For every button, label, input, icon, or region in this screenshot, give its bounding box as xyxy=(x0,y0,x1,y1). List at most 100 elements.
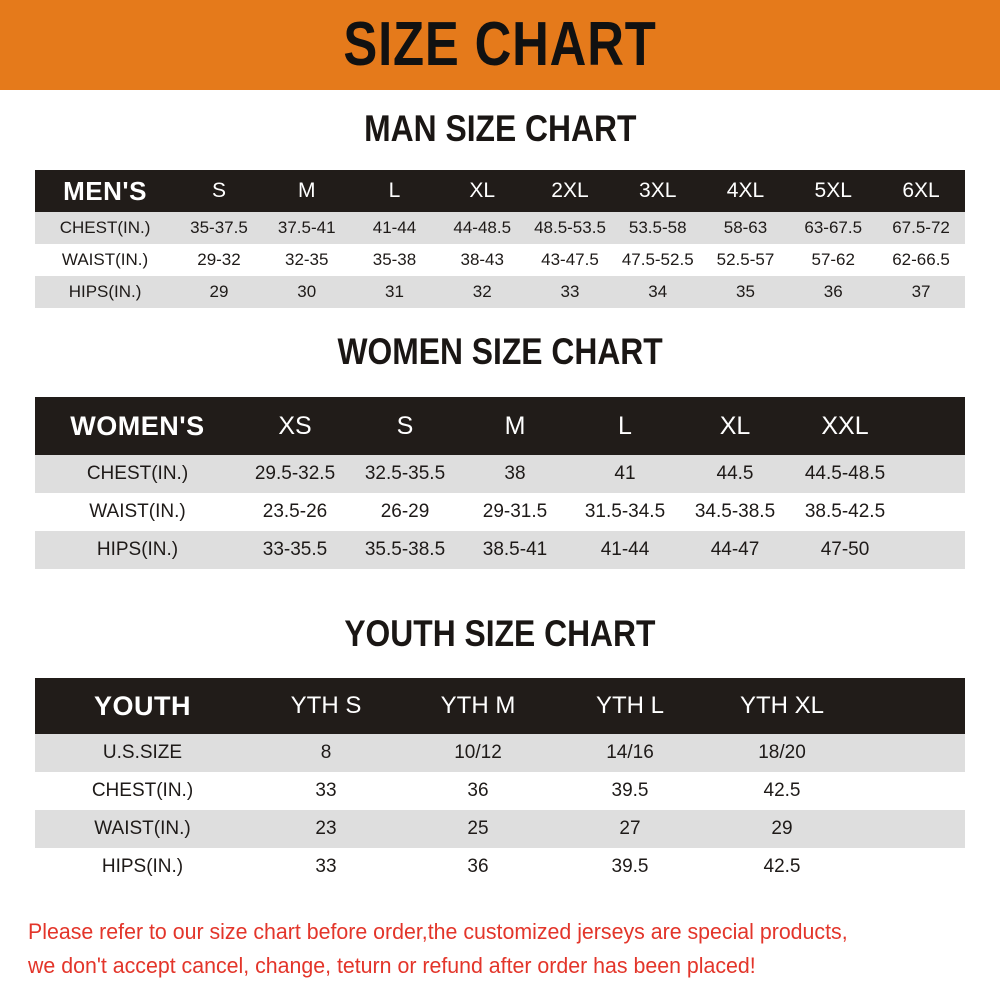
women-cell: 32.5-35.5 xyxy=(364,463,446,484)
women-cell: 41-44 xyxy=(600,539,650,560)
youth-corner-label: YOUTH xyxy=(94,690,191,721)
table-row: WAIST(IN.) 23 25 27 29 xyxy=(35,810,965,848)
women-row-label: WAIST(IN.) xyxy=(89,501,186,522)
youth-section-title: YOUTH SIZE CHART xyxy=(0,615,1000,652)
men-cell: 44-48.5 xyxy=(453,218,512,237)
men-section-title: MAN SIZE CHART xyxy=(0,110,1000,147)
women-cell: 38 xyxy=(504,463,526,484)
women-header-row: WOMEN'S XS S M L XL XXL xyxy=(35,397,965,455)
youth-cell: 36 xyxy=(467,856,489,877)
women-col-header: L xyxy=(618,411,632,440)
youth-row-label: CHEST(IN.) xyxy=(91,780,194,801)
men-corner-label: MEN'S xyxy=(63,175,147,206)
youth-col-header: YTH M xyxy=(440,692,516,719)
table-row: WAIST(IN.) 23.5-26 26-29 29-31.5 31.5-34… xyxy=(35,493,965,531)
youth-row-label: HIPS(IN.) xyxy=(101,856,184,877)
youth-col-header: YTH L xyxy=(595,692,664,719)
men-cell: 30 xyxy=(297,282,317,301)
men-col-header: 2XL xyxy=(551,179,589,202)
women-col-header: M xyxy=(504,411,526,440)
table-row: HIPS(IN.) 33-35.5 35.5-38.5 38.5-41 41-4… xyxy=(35,531,965,569)
youth-cell: 10/12 xyxy=(454,742,502,763)
men-table-head: MEN'S S M L XL 2XL 3XL 4XL 5XL 6XL xyxy=(35,170,965,212)
women-cell: 31.5-34.5 xyxy=(584,501,666,522)
women-cell: 33-35.5 xyxy=(262,539,328,560)
youth-section-title-text: YOUTH SIZE CHART xyxy=(344,613,656,654)
women-cell: 41 xyxy=(614,463,636,484)
men-cell: 34 xyxy=(648,282,668,301)
men-size-table: MEN'S S M L XL 2XL 3XL 4XL 5XL 6XL CHEST… xyxy=(35,170,965,308)
youth-cell: 23 xyxy=(315,818,337,839)
men-cell: 36 xyxy=(823,282,843,301)
table-row: CHEST(IN.) 29.5-32.5 32.5-35.5 38 41 44.… xyxy=(35,455,965,493)
women-cell: 38.5-42.5 xyxy=(804,501,886,522)
women-cell: 34.5-38.5 xyxy=(694,501,776,522)
youth-header-row: YOUTH YTH S YTH M YTH L YTH XL xyxy=(35,678,965,734)
men-col-header: S xyxy=(211,179,226,202)
men-row-label: HIPS(IN.) xyxy=(68,282,142,301)
men-cell: 37.5-41 xyxy=(277,218,336,237)
youth-cell: 27 xyxy=(619,818,641,839)
youth-cell: 25 xyxy=(467,818,489,839)
women-cell-spacer xyxy=(900,493,965,531)
men-cell: 58-63 xyxy=(723,218,768,237)
youth-row-label: U.S.SIZE xyxy=(102,742,183,763)
women-section-title-text: WOMEN SIZE CHART xyxy=(337,331,663,372)
men-col-header: 6XL xyxy=(902,179,940,202)
men-cell: 35 xyxy=(736,282,755,301)
page-banner: SIZE CHART xyxy=(0,0,1000,90)
men-row-label: WAIST(IN.) xyxy=(61,250,149,269)
men-cell: 33 xyxy=(560,282,580,301)
youth-cell: 39.5 xyxy=(611,780,649,801)
youth-cell: 29 xyxy=(771,818,793,839)
men-col-header: 4XL xyxy=(726,179,765,202)
men-cell: 43-47.5 xyxy=(541,250,599,269)
women-corner-label: WOMEN'S xyxy=(70,410,205,441)
men-cell: 62-66.5 xyxy=(892,250,950,269)
youth-cell: 33 xyxy=(315,780,337,801)
men-cell: 37 xyxy=(911,282,931,301)
women-header-spacer xyxy=(900,397,965,455)
men-cell: 52.5-57 xyxy=(716,250,775,269)
youth-row-label: WAIST(IN.) xyxy=(94,818,191,839)
youth-cell-spacer xyxy=(858,734,965,772)
men-cell: 38-43 xyxy=(460,250,504,269)
women-cell: 29.5-32.5 xyxy=(254,463,336,484)
women-cell: 23.5-26 xyxy=(262,501,328,522)
men-cell: 29 xyxy=(209,282,229,301)
table-row: CHEST(IN.) 33 36 39.5 42.5 xyxy=(35,772,965,810)
youth-cell-spacer xyxy=(858,810,965,848)
men-table-body: CHEST(IN.) 35-37.5 37.5-41 41-44 44-48.5… xyxy=(35,212,965,308)
youth-cell: 18/20 xyxy=(758,742,806,763)
men-cell: 35-37.5 xyxy=(190,218,248,237)
youth-table-body: U.S.SIZE 8 10/12 14/16 18/20 CHEST(IN.) … xyxy=(35,734,965,886)
youth-cell: 39.5 xyxy=(611,856,649,877)
youth-cell: 8 xyxy=(320,742,332,763)
women-table-body: CHEST(IN.) 29.5-32.5 32.5-35.5 38 41 44.… xyxy=(35,455,965,569)
men-cell: 29-32 xyxy=(197,250,241,269)
footer-disclaimer: Please refer to our size chart before or… xyxy=(28,915,978,983)
women-cell: 44.5-48.5 xyxy=(804,463,886,484)
table-row: U.S.SIZE 8 10/12 14/16 18/20 xyxy=(35,734,965,772)
youth-table-head: YOUTH YTH S YTH M YTH L YTH XL xyxy=(35,678,965,734)
men-col-header: 5XL xyxy=(814,179,852,202)
youth-cell: 33 xyxy=(315,856,337,877)
women-col-header: XXL xyxy=(821,411,869,440)
women-row-label: HIPS(IN.) xyxy=(96,539,179,560)
women-cell: 26-29 xyxy=(380,501,430,522)
men-cell: 47.5-52.5 xyxy=(621,250,694,269)
women-cell: 44-47 xyxy=(710,539,760,560)
men-cell: 53.5-58 xyxy=(628,218,687,237)
men-cell: 67.5-72 xyxy=(892,218,950,237)
table-row: WAIST(IN.) 29-32 32-35 35-38 38-43 43-47… xyxy=(35,244,965,276)
men-cell: 41-44 xyxy=(372,218,417,237)
men-cell: 31 xyxy=(385,282,404,301)
women-col-header: S xyxy=(396,411,414,440)
youth-cell-spacer xyxy=(858,772,965,810)
men-cell: 57-62 xyxy=(811,250,855,269)
men-col-header: 3XL xyxy=(639,179,677,202)
table-row: HIPS(IN.) 29 30 31 32 33 34 35 36 37 xyxy=(35,276,965,308)
footer-line-2: we don't accept cancel, change, teturn o… xyxy=(28,953,756,979)
women-section-title: WOMEN SIZE CHART xyxy=(0,333,1000,370)
